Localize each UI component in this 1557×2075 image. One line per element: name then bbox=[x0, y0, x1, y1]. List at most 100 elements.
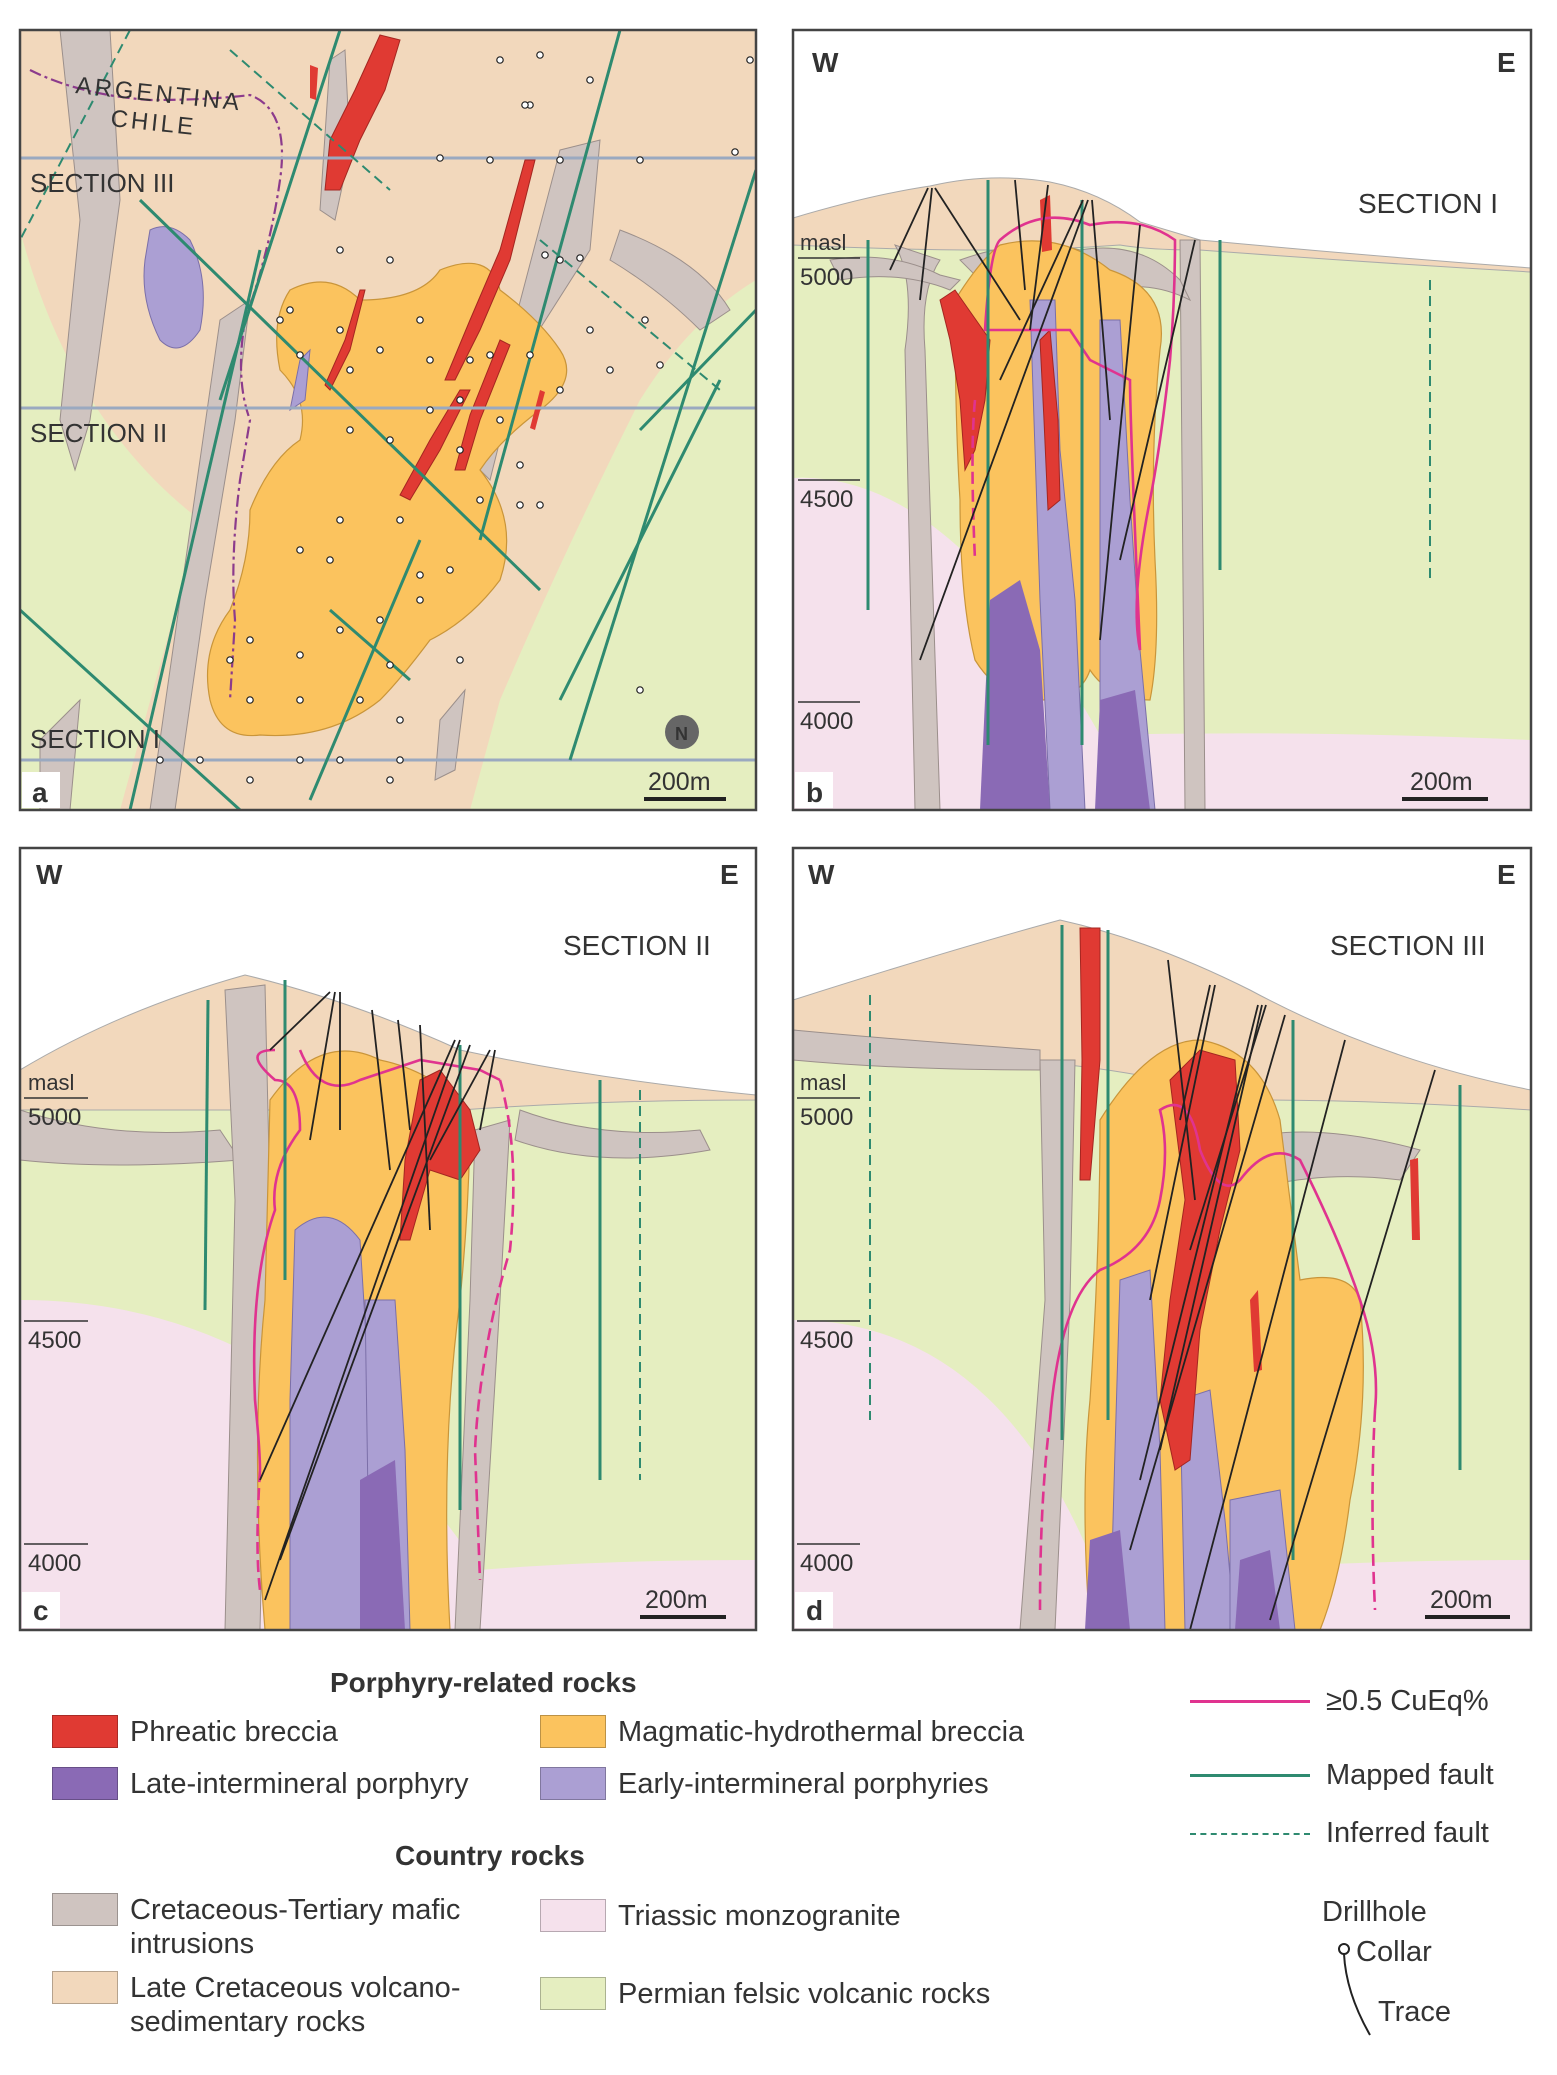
drillhole-trace bbox=[919, 187, 933, 301]
panel-a-scale-label: 200m bbox=[648, 768, 711, 796]
cueq-contour bbox=[298, 1049, 501, 1087]
panel-a-map: ARGENTINA CHILE SECTION III SECTION II S… bbox=[18, 28, 758, 812]
drillhole-trace bbox=[919, 199, 1089, 661]
drill-collar bbox=[296, 546, 304, 554]
swatch-volcano-sedimentary bbox=[52, 1971, 118, 2004]
drill-collar bbox=[376, 346, 384, 354]
panel-b-scale-label: 200m bbox=[1410, 768, 1473, 796]
legend-item-early-porphyries: Early-intermineral porphyries bbox=[540, 1767, 989, 1801]
drillhole-trace bbox=[419, 1024, 431, 1231]
drill-collar bbox=[326, 556, 334, 564]
drill-collar bbox=[586, 76, 594, 84]
elevation-label: 4000 bbox=[28, 1550, 81, 1577]
masl-label: masl bbox=[800, 230, 846, 255]
section-title: SECTION I bbox=[1358, 188, 1498, 219]
drill-collar bbox=[576, 254, 584, 262]
panel-c-scale-label: 200m bbox=[645, 1586, 708, 1614]
east-label: E bbox=[1497, 859, 1516, 890]
late-intermineral-porphyry bbox=[1095, 690, 1150, 810]
drillhole-trace bbox=[1149, 984, 1216, 1301]
drill-collar bbox=[476, 496, 484, 504]
panel-letter-c: c bbox=[33, 1595, 49, 1626]
drill-collar bbox=[496, 416, 504, 424]
panel-letter-a: a bbox=[32, 777, 48, 808]
drill-collar bbox=[456, 656, 464, 664]
panel-b-frame bbox=[791, 28, 1533, 812]
panel-letter-b: b bbox=[806, 777, 823, 808]
inferred-fault bbox=[20, 30, 131, 241]
mapped-faults bbox=[203, 980, 602, 1510]
drill-collar bbox=[416, 596, 424, 604]
inferred-faults bbox=[20, 30, 721, 391]
swatch-late-porphyry bbox=[52, 1767, 118, 1800]
drill-collar bbox=[226, 656, 234, 664]
drillhole-trace bbox=[1091, 199, 1111, 421]
drillhole-trace bbox=[264, 1039, 461, 1601]
drill-collar bbox=[336, 326, 344, 334]
west-label: W bbox=[812, 47, 839, 78]
masl-label: masl bbox=[28, 1070, 74, 1095]
mafic-intrusion bbox=[829, 256, 961, 291]
phreatic-breccia bbox=[1250, 1290, 1262, 1372]
drill-collar bbox=[426, 356, 434, 364]
swatch-mafic-intrusions bbox=[52, 1893, 118, 1926]
section-i-label: SECTION I bbox=[30, 724, 160, 754]
phreatic-breccia bbox=[324, 34, 401, 191]
drill-collar bbox=[416, 316, 424, 324]
legend-label: Late-intermineral porphyry bbox=[130, 1768, 469, 1800]
legend-item-late-porphyry: Late-intermineral porphyry bbox=[52, 1767, 468, 1801]
section-title: SECTION II bbox=[563, 930, 711, 961]
panel-letter-box bbox=[795, 1592, 833, 1628]
drillhole-trace bbox=[1099, 224, 1141, 641]
drill-collar bbox=[456, 446, 464, 454]
drill-collar bbox=[486, 156, 494, 164]
drillhole-trace bbox=[1269, 1069, 1436, 1621]
mapped-fault bbox=[558, 379, 722, 701]
elevation-label: 4000 bbox=[800, 1550, 853, 1577]
drill-collar bbox=[386, 776, 394, 784]
drillhole-trace bbox=[1189, 1004, 1267, 1251]
panel-d-section-iii: W E SECTION III masl 5000 4500 4000 d 20… bbox=[791, 846, 1533, 1632]
figure-panels: ARGENTINA CHILE SECTION III SECTION II S… bbox=[18, 28, 1533, 1632]
drill-collars bbox=[156, 51, 754, 784]
masl-label: masl bbox=[800, 1070, 846, 1095]
drill-collar bbox=[396, 516, 404, 524]
section-iii-label: SECTION III bbox=[30, 168, 174, 198]
panel-c-section-ii: W E SECTION II masl 5000 4500 4000 c 200… bbox=[18, 846, 758, 1632]
mapped-fault bbox=[203, 999, 210, 1311]
drillhole-trace bbox=[1159, 1004, 1263, 1451]
early-intermineral-porphyry bbox=[1099, 319, 1156, 810]
drill-collar bbox=[396, 756, 404, 764]
phreatic-breccia bbox=[324, 289, 366, 391]
mapped-fault bbox=[138, 198, 542, 592]
drill-collar bbox=[346, 426, 354, 434]
drillhole-trace bbox=[889, 187, 929, 271]
drill-collar bbox=[336, 516, 344, 524]
drill-collar bbox=[276, 316, 284, 324]
drillhole-trace bbox=[1179, 984, 1211, 1121]
drill-collar bbox=[656, 361, 664, 369]
mapped-fault bbox=[478, 30, 622, 541]
phreatic-breccia bbox=[939, 289, 991, 472]
panel-letter-box bbox=[22, 1592, 60, 1628]
early-intermineral-porphyry bbox=[143, 226, 204, 349]
legend-label: Late Cretaceous volcano-sedimentary rock… bbox=[130, 1972, 461, 2038]
swatch-monzogranite bbox=[540, 1899, 606, 1932]
drill-collar bbox=[156, 756, 164, 764]
swatch-magmatic-breccia bbox=[540, 1715, 606, 1748]
legend-heading-porphyry: Porphyry-related rocks bbox=[330, 1667, 637, 1698]
drill-collar bbox=[446, 566, 454, 574]
drill-collar bbox=[526, 351, 534, 359]
drillhole-trace bbox=[1167, 959, 1196, 1201]
legend-item-mapped-fault: Mapped fault bbox=[1190, 1759, 1494, 1792]
elevation-label: 5000 bbox=[28, 1104, 81, 1131]
drill-collar bbox=[296, 756, 304, 764]
drill-collar bbox=[296, 696, 304, 704]
mapped-fault bbox=[638, 308, 756, 432]
late-intermineral-porphyry bbox=[1085, 1530, 1130, 1630]
drillhole-trace bbox=[1119, 239, 1196, 561]
inferred-fault bbox=[539, 239, 721, 391]
legend-label: Inferred fault bbox=[1326, 1817, 1489, 1849]
drill-collar bbox=[436, 154, 444, 162]
north-arrow-label: N bbox=[675, 724, 688, 744]
